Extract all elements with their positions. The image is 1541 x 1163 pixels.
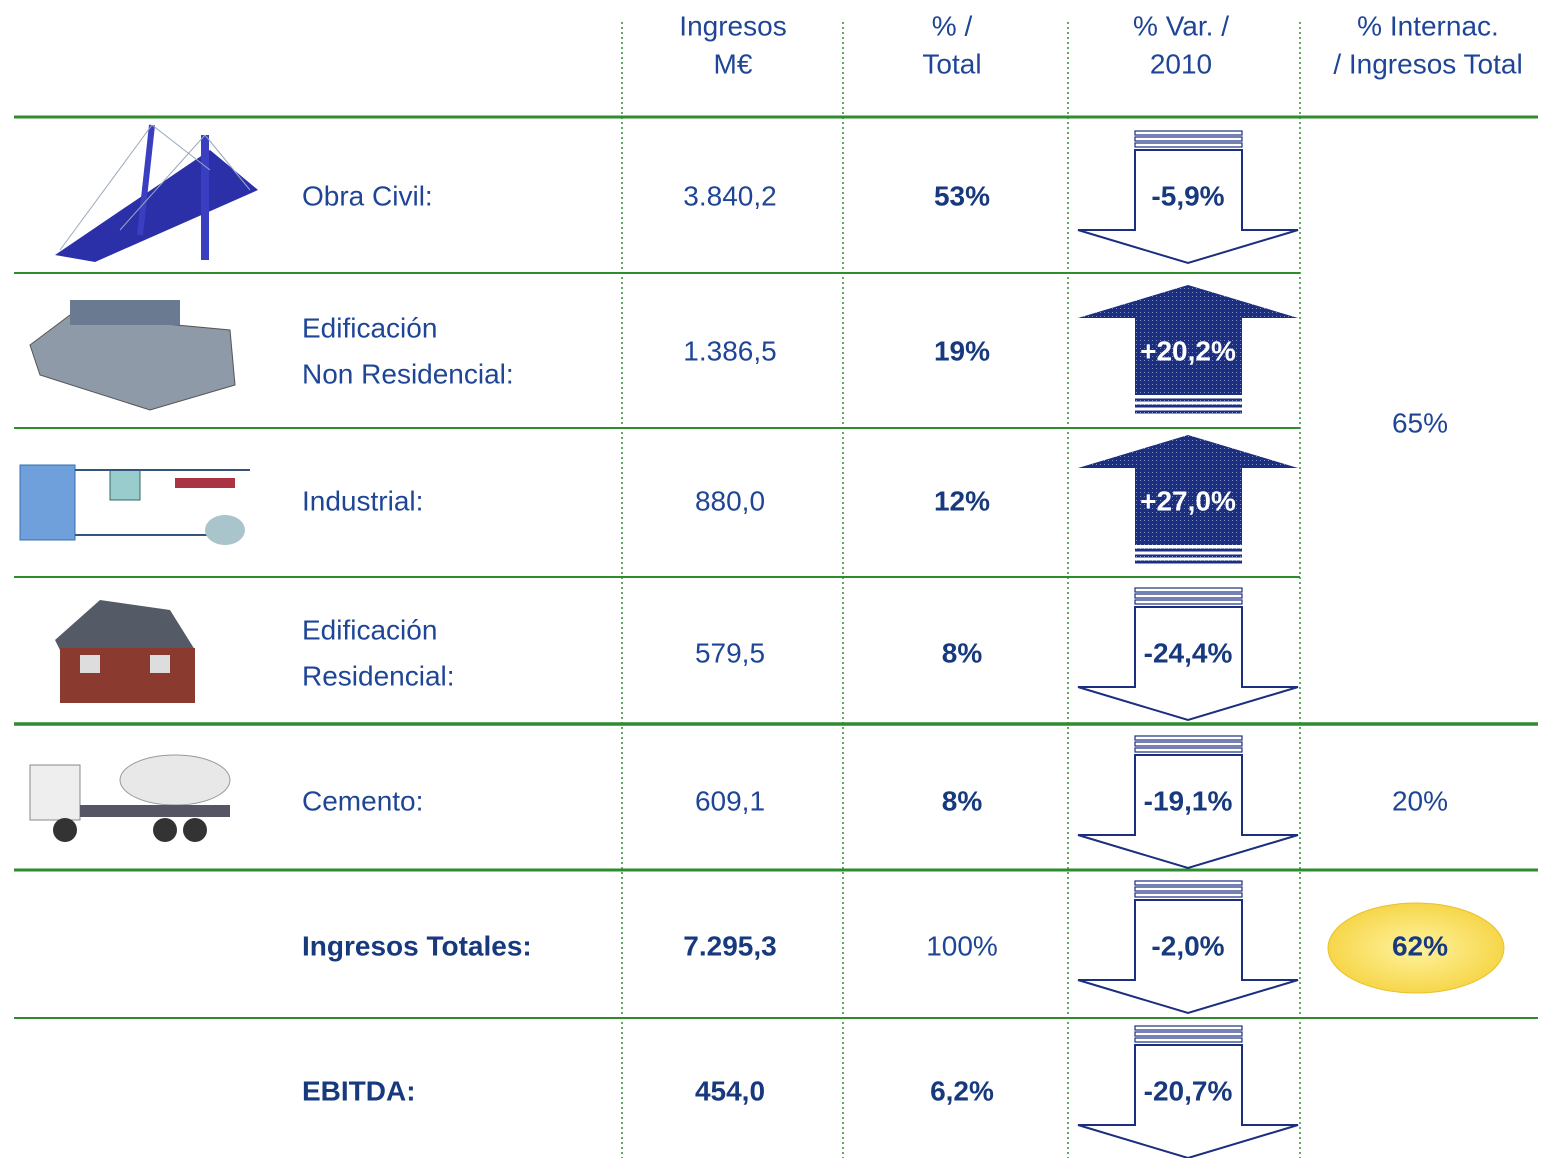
row-label: Obra Civil: — [302, 180, 433, 211]
stadium-icon — [29, 300, 236, 411]
arrow-stripe — [1134, 593, 1243, 599]
arrow-body — [1078, 285, 1298, 395]
pct-total-value: 53% — [934, 180, 990, 211]
up-arrow — [1078, 285, 1298, 414]
arrow-stripe — [1135, 548, 1242, 552]
var-value: -19,1% — [1144, 785, 1233, 816]
down-arrow — [1077, 880, 1299, 1015]
internac-value: 62% — [1392, 930, 1448, 961]
column-header: 2010 — [1150, 48, 1212, 79]
ingresos-value: 3.840,2 — [683, 180, 776, 211]
truck-icon — [29, 754, 231, 842]
arrow-stripe — [1134, 130, 1243, 136]
arrow-body — [1078, 435, 1298, 545]
row-label: Cemento: — [302, 785, 423, 816]
arrow-stripe — [1135, 404, 1242, 408]
arrow-body — [1077, 606, 1299, 722]
var-value: +27,0% — [1140, 485, 1236, 516]
arrow-stripe — [1134, 1037, 1243, 1043]
arrow-stripe — [1134, 1031, 1243, 1037]
arrow-stripe — [1135, 410, 1242, 414]
var-value: -24,4% — [1144, 637, 1233, 668]
pct-total-value: 6,2% — [930, 1075, 994, 1106]
cells: Ingresos M€ % / Total % Var. / 2010 % Internac… — [302, 10, 1523, 1160]
grid — [14, 22, 1538, 1158]
var-value: +20,2% — [1140, 335, 1236, 366]
arrow-stripe — [1135, 554, 1242, 558]
column-header: M€ — [714, 48, 753, 79]
var-value: -20,7% — [1144, 1075, 1233, 1106]
house-icon — [55, 600, 195, 703]
arrow-stripe — [1134, 1025, 1243, 1031]
var-value: -5,9% — [1151, 180, 1224, 211]
down-arrow — [1077, 130, 1299, 265]
pct-total-value: 12% — [934, 485, 990, 516]
arrow-stripe — [1134, 880, 1243, 886]
row-label: Ingresos Totales: — [302, 930, 532, 961]
ingresos-value: 1.386,5 — [683, 335, 776, 366]
row-label: Residencial: — [302, 660, 455, 691]
ingresos-value: 579,5 — [695, 637, 765, 668]
arrow-stripe — [1134, 136, 1243, 142]
arrow-stripe — [1134, 587, 1243, 593]
down-arrow — [1077, 1025, 1299, 1160]
ingresos-value: 7.295,3 — [683, 930, 776, 961]
down-arrow — [1077, 587, 1299, 722]
arrow-body — [1077, 149, 1299, 265]
arrow-body — [1077, 1044, 1299, 1160]
column-header: % Var. / — [1133, 10, 1229, 41]
column-header: Total — [922, 48, 981, 79]
bridge-icon — [55, 124, 258, 262]
down-arrow — [1077, 735, 1299, 870]
ingresos-value: 454,0 — [695, 1075, 765, 1106]
row-label: Non Residencial: — [302, 358, 514, 389]
arrow-stripe — [1134, 741, 1243, 747]
highlight-ellipse — [1327, 902, 1505, 994]
column-header: % Internac. — [1357, 10, 1499, 41]
arrow-body — [1077, 899, 1299, 1015]
column-header: % / — [932, 10, 973, 41]
pct-total-value: 8% — [942, 785, 983, 816]
icons — [19, 124, 258, 842]
row-label: Industrial: — [302, 485, 423, 516]
arrow-stripe — [1134, 747, 1243, 753]
industrial-icon — [19, 464, 250, 545]
arrow-body — [1077, 754, 1299, 870]
column-header: / Ingresos Total — [1333, 48, 1522, 79]
row-label: EBITDA: — [302, 1075, 416, 1106]
row-label: Edificación — [302, 614, 437, 645]
arrow-stripe — [1134, 599, 1243, 605]
pct-total-value: 100% — [926, 930, 998, 961]
pct-total-value: 8% — [942, 637, 983, 668]
arrow-stripe — [1134, 886, 1243, 892]
var-value: -2,0% — [1151, 930, 1224, 961]
arrow-stripe — [1134, 735, 1243, 741]
arrow-stripe — [1135, 560, 1242, 564]
ingresos-value: 880,0 — [695, 485, 765, 516]
arrow-stripe — [1134, 142, 1243, 148]
ingresos-value: 609,1 — [695, 785, 765, 816]
pct-total-value: 19% — [934, 335, 990, 366]
arrow-stripe — [1135, 398, 1242, 402]
up-arrow — [1078, 435, 1298, 564]
internac-value: 65% — [1392, 407, 1448, 438]
internac-value: 20% — [1392, 785, 1448, 816]
arrow-stripe — [1134, 892, 1243, 898]
row-label: Edificación — [302, 312, 437, 343]
column-header: Ingresos — [679, 10, 786, 41]
